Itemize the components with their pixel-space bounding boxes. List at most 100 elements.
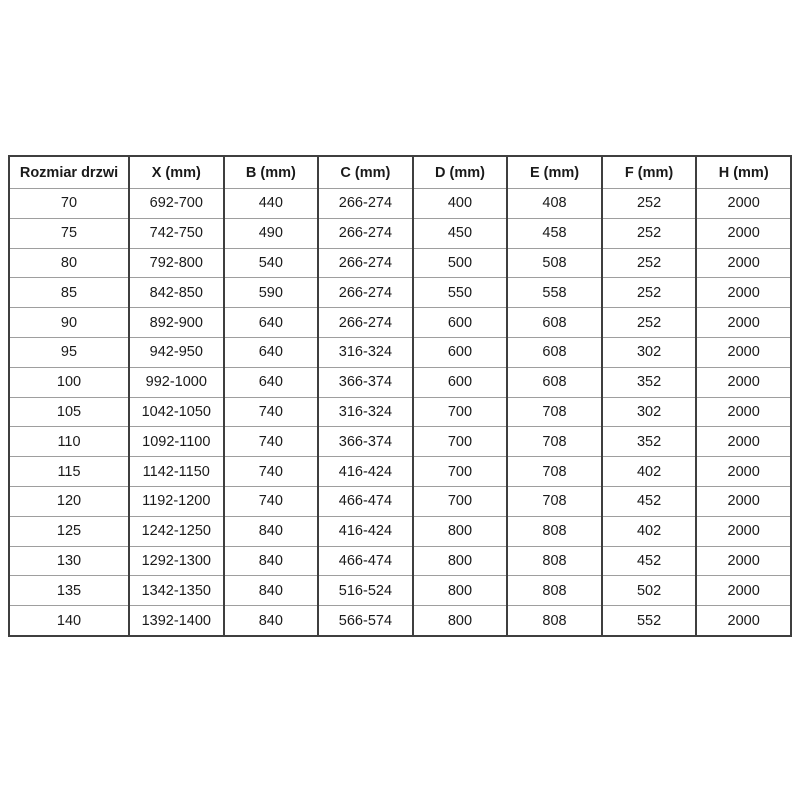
table-cell: 266-274 — [317, 307, 413, 338]
table-cell: 792-800 — [128, 247, 224, 278]
table-cell: 452 — [600, 545, 697, 576]
table-cell: 302 — [600, 336, 697, 368]
table-row: 135 1342-1350 840 516-524 800 808 502 2000 — [9, 575, 791, 606]
table-cell: 85 — [9, 277, 129, 308]
table-cell: 640 — [222, 336, 319, 368]
table-cell: 70 — [9, 188, 129, 219]
table-row: 120 1192-1200 740 466-474 700 708 452 2000 — [9, 485, 791, 517]
table-cell: 440 — [222, 188, 319, 219]
column-header-c-mm: C (mm) — [317, 156, 413, 189]
table-cell: 105 — [9, 396, 129, 427]
table-cell: 608 — [506, 307, 602, 338]
table-cell: 508 — [506, 247, 602, 278]
table-cell: 740 — [222, 426, 319, 457]
door-size-spec-table-container: Rozmiar drzwi X (mm) B (mm) C (mm) D (mm… — [8, 155, 792, 637]
table-cell: 266-274 — [317, 188, 413, 219]
table-cell: 452 — [600, 485, 697, 517]
table-cell: 2000 — [695, 605, 791, 636]
table-cell: 352 — [600, 426, 697, 457]
column-header-e-mm: E (mm) — [506, 156, 602, 189]
table-cell: 120 — [9, 485, 129, 517]
table-cell: 892-900 — [128, 307, 224, 338]
table-cell: 1392-1400 — [128, 605, 224, 636]
table-cell: 2000 — [695, 336, 791, 368]
table-cell: 115 — [9, 456, 129, 487]
table-cell: 840 — [222, 575, 319, 606]
table-cell: 640 — [222, 366, 319, 398]
table-cell: 808 — [506, 575, 602, 606]
table-cell: 2000 — [695, 575, 791, 606]
table-cell: 125 — [9, 515, 129, 547]
table-cell: 1042-1050 — [128, 396, 224, 427]
table-cell: 550 — [411, 277, 508, 308]
table-header: Rozmiar drzwi X (mm) B (mm) C (mm) D (mm… — [9, 156, 791, 189]
table-cell: 600 — [411, 336, 508, 368]
table-cell: 700 — [411, 456, 508, 487]
table-cell: 1242-1250 — [128, 515, 224, 547]
table-cell: 95 — [9, 336, 129, 368]
table-row: 105 1042-1050 740 316-324 700 708 302 2000 — [9, 396, 791, 427]
column-header-d-mm: D (mm) — [411, 156, 508, 189]
table-cell: 692-700 — [128, 188, 224, 219]
table-cell: 1342-1350 — [128, 575, 224, 606]
table-row: 90 892-900 640 266-274 600 608 252 2000 — [9, 307, 791, 338]
table-cell: 450 — [411, 217, 508, 249]
column-header-rozmiar-drzwi: Rozmiar drzwi — [9, 156, 129, 189]
table-cell: 130 — [9, 545, 129, 576]
table-row: 130 1292-1300 840 466-474 800 808 452 2000 — [9, 545, 791, 576]
column-header-b-mm: B (mm) — [222, 156, 319, 189]
table-cell: 1092-1100 — [128, 426, 224, 457]
table-cell: 252 — [600, 188, 697, 219]
table-cell: 135 — [9, 575, 129, 606]
table-cell: 2000 — [695, 307, 791, 338]
table-cell: 466-474 — [317, 485, 413, 517]
table-cell: 800 — [411, 575, 508, 606]
table-cell: 252 — [600, 307, 697, 338]
table-cell: 700 — [411, 396, 508, 427]
header-row: Rozmiar drzwi X (mm) B (mm) C (mm) D (mm… — [9, 156, 791, 189]
table-cell: 2000 — [695, 396, 791, 427]
table-row: 110 1092-1100 740 366-374 700 708 352 2000 — [9, 426, 791, 457]
door-size-spec-table: Rozmiar drzwi X (mm) B (mm) C (mm) D (mm… — [8, 155, 792, 637]
table-row: 100 992-1000 640 366-374 600 608 352 2000 — [9, 366, 791, 398]
table-row: 70 692-700 440 266-274 400 408 252 2000 — [9, 188, 791, 219]
table-cell: 808 — [506, 545, 602, 576]
table-cell: 800 — [411, 605, 508, 636]
table-cell: 808 — [506, 515, 602, 547]
table-cell: 490 — [222, 217, 319, 249]
table-cell: 708 — [506, 426, 602, 457]
table-cell: 552 — [600, 605, 697, 636]
table-cell: 800 — [411, 545, 508, 576]
table-row: 125 1242-1250 840 416-424 800 808 402 2000 — [9, 515, 791, 547]
table-cell: 708 — [506, 396, 602, 427]
table-cell: 2000 — [695, 485, 791, 517]
table-cell: 608 — [506, 336, 602, 368]
table-cell: 266-274 — [317, 277, 413, 308]
table-cell: 316-324 — [317, 396, 413, 427]
table-cell: 100 — [9, 366, 129, 398]
table-cell: 558 — [506, 277, 602, 308]
table-cell: 458 — [506, 217, 602, 249]
table-cell: 502 — [600, 575, 697, 606]
table-cell: 2000 — [695, 277, 791, 308]
table-cell: 600 — [411, 366, 508, 398]
table-cell: 700 — [411, 426, 508, 457]
table-cell: 1142-1150 — [128, 456, 224, 487]
table-cell: 2000 — [695, 247, 791, 278]
table-cell: 402 — [600, 456, 697, 487]
table-cell: 842-850 — [128, 277, 224, 308]
table-cell: 2000 — [695, 188, 791, 219]
table-cell: 416-424 — [317, 515, 413, 547]
table-cell: 1292-1300 — [128, 545, 224, 576]
column-header-h-mm: H (mm) — [695, 156, 791, 189]
table-cell: 2000 — [695, 515, 791, 547]
table-cell: 80 — [9, 247, 129, 278]
table-cell: 700 — [411, 485, 508, 517]
table-cell: 366-374 — [317, 426, 413, 457]
table-cell: 800 — [411, 515, 508, 547]
table-row: 95 942-950 640 316-324 600 608 302 2000 — [9, 336, 791, 368]
table-cell: 942-950 — [128, 336, 224, 368]
table-cell: 2000 — [695, 545, 791, 576]
table-cell: 708 — [506, 456, 602, 487]
table-cell: 266-274 — [317, 247, 413, 278]
